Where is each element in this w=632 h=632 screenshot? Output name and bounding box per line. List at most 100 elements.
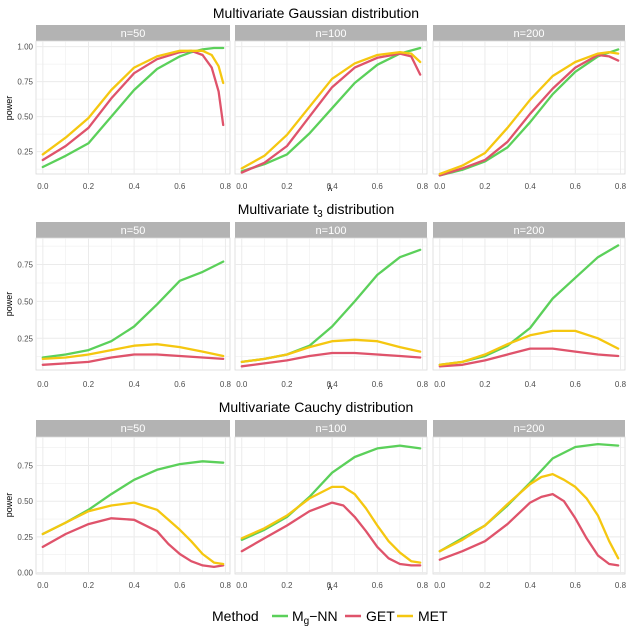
row-2-panel-n-100: n=100 0.0 0.2 0.4 0.6 0.8 <box>234 222 429 389</box>
row-2-y-axis-label: power <box>4 292 14 317</box>
series-line-mg-nn <box>240 46 422 173</box>
x-tick-label: 0.0 <box>37 182 49 191</box>
x-tick-label: 0.2 <box>83 182 95 191</box>
series-line-met <box>438 51 620 176</box>
row-3-y-tick-label: 0.75 <box>17 462 33 471</box>
facet-strip-label: n=200 <box>514 225 545 237</box>
x-tick-label: 0.2 <box>479 182 491 191</box>
series-line-met <box>240 338 422 364</box>
x-tick-label: 0.4 <box>525 380 537 389</box>
x-tick-label: 0.8 <box>417 182 429 191</box>
row-3-panel-n-100: n=100 0.0 0.2 0.4 0.6 0.8 <box>234 420 429 590</box>
x-tick-label: 0.0 <box>434 380 446 389</box>
series-line-met <box>438 329 620 366</box>
series-line-get <box>240 52 422 174</box>
x-tick-label: 0.8 <box>615 581 627 590</box>
x-tick-label: 0.4 <box>525 182 537 191</box>
row-2-chart: Multivariate t3 distribution power λ 0.25 0.… <box>4 201 627 391</box>
x-tick-label: 0.2 <box>281 581 293 590</box>
x-tick-label: 0.4 <box>327 182 339 191</box>
x-tick-label: 0.8 <box>220 380 232 389</box>
series-line-mg-nn <box>41 260 225 359</box>
x-tick-label: 0.4 <box>129 182 141 191</box>
x-tick-label: 0.8 <box>220 182 232 191</box>
row-1-panel-n-100: n=100 0.0 0.2 0.4 0.6 0.8 <box>234 25 429 191</box>
row-2-y-tick-label: 0.75 <box>17 261 33 270</box>
x-tick-label: 0.4 <box>525 581 537 590</box>
legend-entry-met: MET <box>397 608 448 624</box>
facet-strip <box>235 222 427 238</box>
row-3-title: Multivariate Cauchy distribution <box>219 399 414 415</box>
x-tick-label: 0.6 <box>174 581 186 590</box>
row-3-panel-n-50: n=50 0.0 0.2 0.4 0.6 0.8 <box>35 420 232 590</box>
row-2-title: Multivariate t3 distribution <box>238 201 395 220</box>
facet-strip <box>36 222 230 238</box>
x-tick-label: 0.0 <box>37 581 49 590</box>
row-2-y-tick-label: 0.50 <box>17 297 33 306</box>
x-tick-label: 0.2 <box>83 380 95 389</box>
legend-label: GET <box>366 608 395 624</box>
x-tick-label: 0.0 <box>37 380 49 389</box>
facet-strip <box>36 25 230 41</box>
panel-background <box>432 40 626 175</box>
facet-strip <box>433 25 625 41</box>
panel-background <box>35 237 231 371</box>
row-1-panel-n-50: n=50 0.0 0.2 0.4 0.6 0.8 <box>35 25 232 191</box>
x-tick-label: 0.2 <box>479 581 491 590</box>
x-tick-label: 0.6 <box>174 380 186 389</box>
x-tick-label: 0.0 <box>434 182 446 191</box>
x-tick-label: 0.6 <box>570 581 582 590</box>
series-line-get <box>240 351 422 368</box>
series-line-get <box>41 353 225 366</box>
x-tick-label: 0.6 <box>372 182 384 191</box>
legend-label: Mg−NN <box>292 608 338 627</box>
row-2-x-axis-label: λ <box>328 381 333 391</box>
row-3-x-axis-label: λ <box>328 582 333 592</box>
row-2-panel-n-200: n=200 0.0 0.2 0.4 0.6 0.8 <box>432 222 627 389</box>
row-3-y-axis-label: power <box>4 493 14 518</box>
panel-background <box>35 436 231 575</box>
x-tick-label: 0.2 <box>479 380 491 389</box>
facet-strip-label: n=50 <box>121 28 146 40</box>
row-1-x-axis-label: λ <box>328 183 333 193</box>
row-2-panel-n-50: n=50 0.0 0.2 0.4 0.6 0.8 <box>35 222 232 389</box>
facet-strip <box>36 420 230 437</box>
x-tick-label: 0.6 <box>174 182 186 191</box>
series-line-mg-nn <box>41 46 225 169</box>
facet-strip <box>235 420 427 437</box>
x-tick-label: 0.2 <box>281 182 293 191</box>
row-1-y-tick-label: 0.75 <box>17 78 33 87</box>
legend-title: Method <box>212 608 259 624</box>
facet-strip-label: n=50 <box>121 225 146 237</box>
series-line-met <box>240 485 422 564</box>
facet-strip-label: n=200 <box>514 423 545 435</box>
series-line-get <box>438 53 620 177</box>
x-tick-label: 0.8 <box>417 581 429 590</box>
panel-background <box>35 40 231 175</box>
x-tick-label: 0.8 <box>615 380 627 389</box>
x-tick-label: 0.0 <box>236 581 248 590</box>
facet-strip-label: n=100 <box>316 225 347 237</box>
row-1-y-axis-label: power <box>4 96 14 121</box>
row-3-chart: Multivariate Cauchy distributionpowerλ0.… <box>4 399 627 592</box>
x-tick-label: 0.6 <box>570 182 582 191</box>
row-1-y-tick-label: 0.25 <box>17 148 33 157</box>
facet-strip <box>235 25 427 41</box>
x-tick-label: 0.0 <box>236 182 248 191</box>
legend-label: MET <box>418 608 448 624</box>
x-tick-label: 0.4 <box>327 380 339 389</box>
x-tick-label: 0.6 <box>372 581 384 590</box>
row-3-y-tick-label: 0.50 <box>17 497 33 506</box>
x-tick-label: 0.6 <box>372 380 384 389</box>
x-tick-label: 0.8 <box>417 380 429 389</box>
x-tick-label: 0.8 <box>220 581 232 590</box>
series-line-met <box>41 501 225 566</box>
legend-entry-get: GET <box>345 608 395 624</box>
series-line-met <box>240 51 422 170</box>
x-tick-label: 0.6 <box>570 380 582 389</box>
panel-background <box>234 40 428 175</box>
series-line-get <box>240 501 422 567</box>
row-3-y-tick-label: 0.25 <box>17 533 33 542</box>
x-tick-label: 0.4 <box>327 581 339 590</box>
